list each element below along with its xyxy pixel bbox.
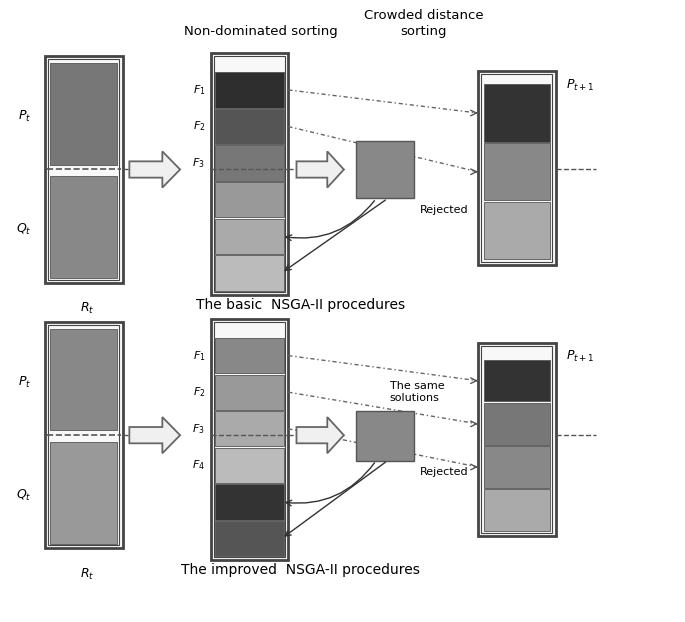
Bar [210, 319, 288, 560]
Bar [484, 360, 549, 401]
Bar [48, 59, 119, 280]
Bar [215, 448, 284, 483]
Bar [484, 490, 549, 531]
Text: $F_2$: $F_2$ [192, 385, 205, 399]
Bar [214, 56, 285, 292]
Text: $Q_t$: $Q_t$ [16, 222, 32, 237]
Bar [215, 521, 284, 556]
Bar [215, 374, 284, 410]
Text: $F_4$: $F_4$ [192, 458, 205, 472]
Bar [215, 146, 284, 181]
Bar [215, 338, 284, 373]
Text: $R_t$: $R_t$ [80, 567, 95, 582]
Bar [482, 75, 552, 262]
Bar [50, 176, 117, 278]
Bar [215, 219, 284, 254]
Polygon shape [297, 417, 344, 453]
Text: $P_{t+1}$: $P_{t+1}$ [566, 349, 595, 364]
Polygon shape [129, 417, 180, 453]
Bar [484, 202, 549, 259]
Bar [215, 411, 284, 447]
Bar [482, 346, 552, 533]
Text: $F_1$: $F_1$ [192, 349, 205, 363]
Bar [215, 255, 284, 290]
Bar [478, 72, 556, 264]
Bar [215, 72, 284, 108]
Text: The same
solutions: The same solutions [390, 381, 445, 403]
Bar [484, 403, 549, 445]
Text: $Q_t$: $Q_t$ [16, 488, 32, 503]
Bar [50, 442, 117, 544]
Bar [50, 329, 117, 430]
Text: Non-dominated sorting: Non-dominated sorting [184, 25, 338, 38]
Bar [356, 141, 414, 198]
Text: $R_t$: $R_t$ [80, 301, 95, 316]
Bar [478, 343, 556, 536]
Bar [45, 322, 123, 549]
Bar [210, 53, 288, 295]
Polygon shape [129, 151, 180, 188]
Text: $F_1$: $F_1$ [192, 83, 205, 97]
Bar [484, 446, 549, 488]
Text: Crowded distance
sorting: Crowded distance sorting [364, 9, 484, 38]
Text: $P_t$: $P_t$ [18, 109, 32, 124]
Bar [484, 85, 549, 142]
Bar [50, 63, 117, 165]
Text: The basic  NSGA-II procedures: The basic NSGA-II procedures [196, 298, 405, 312]
Bar [45, 56, 123, 283]
Bar [48, 325, 119, 545]
Text: $F_3$: $F_3$ [192, 422, 205, 435]
Text: Rejected: Rejected [421, 466, 469, 476]
Bar [215, 182, 284, 217]
Text: $F_3$: $F_3$ [192, 156, 205, 170]
Bar [214, 322, 285, 557]
Text: $P_t$: $P_t$ [18, 374, 32, 389]
Polygon shape [297, 151, 344, 188]
Text: Rejected: Rejected [421, 205, 469, 215]
Text: The improved  NSGA-II procedures: The improved NSGA-II procedures [181, 564, 420, 577]
Text: $P_{t+1}$: $P_{t+1}$ [566, 77, 595, 93]
Bar [356, 411, 414, 460]
Bar [215, 485, 284, 519]
Text: $F_2$: $F_2$ [192, 119, 205, 134]
Bar [484, 143, 549, 200]
Bar [215, 109, 284, 144]
